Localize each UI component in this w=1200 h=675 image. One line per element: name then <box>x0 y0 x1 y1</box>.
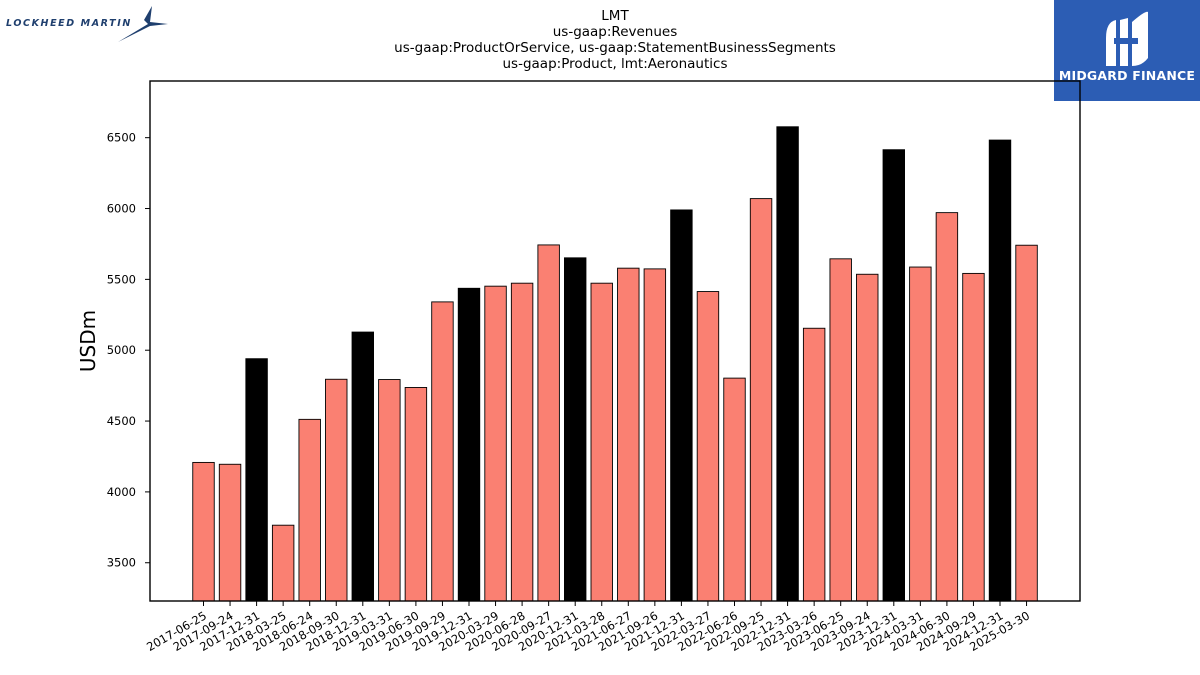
y-tick-label: 5000 <box>107 343 136 357</box>
bar-2021-06-27 <box>617 267 640 602</box>
bar-2018-03-25 <box>271 524 295 602</box>
y-tick-label: 4500 <box>107 414 136 428</box>
bar-2017-09-24 <box>218 463 242 602</box>
star-icon <box>118 6 168 42</box>
bar-2023-12-31 <box>882 149 905 602</box>
bar-2019-06-30 <box>404 387 428 602</box>
bar-2024-09-29 <box>962 272 985 602</box>
midgard-finance-logo-text: MIDGARD FINANCE <box>1058 68 1196 83</box>
bar-2023-03-26 <box>802 327 826 602</box>
chart-title-line: LMT <box>601 8 629 24</box>
bar-2019-03-31 <box>378 379 401 602</box>
bar-2025-03-30 <box>1015 244 1038 602</box>
bar-2022-03-27 <box>696 291 720 602</box>
bar-2024-12-31 <box>988 139 1012 602</box>
chart-title-line: us-gaap:Revenues <box>553 24 678 40</box>
lockheed-martin-logo-text: LOCKHEED MARTIN <box>6 18 132 29</box>
chart-title-line: us-gaap:ProductOrService, us-gaap:Statem… <box>394 40 836 56</box>
y-axis-label: USDm <box>76 310 100 372</box>
bar-2020-06-28 <box>510 282 534 602</box>
bar-2017-12-31 <box>245 358 268 602</box>
bar-2022-12-31 <box>776 126 799 602</box>
plot-frame <box>149 80 1081 602</box>
y-tick-label: 3500 <box>107 556 136 570</box>
bar-2023-06-25 <box>829 258 852 602</box>
bar-2018-06-24 <box>298 418 321 602</box>
bars <box>192 126 1038 602</box>
bar-2019-09-29 <box>431 301 454 602</box>
bar-2024-06-30 <box>935 212 959 602</box>
chart-title-line: us-gaap:Product, lmt:Aeronautics <box>503 56 728 72</box>
bar-2022-06-26 <box>723 377 746 602</box>
y-tick-label: 6000 <box>107 202 136 216</box>
bar-2018-09-30 <box>325 378 348 602</box>
y-axis: 3500 4000 4500 5000 5500 6000 6500 <box>107 131 150 570</box>
y-tick-label: 5500 <box>107 272 136 286</box>
bar-2022-09-25 <box>749 198 773 602</box>
lockheed-martin-logo: LOCKHEED MARTIN <box>4 4 174 44</box>
bar-2021-12-31 <box>670 209 693 602</box>
bar-2024-03-31 <box>909 266 932 602</box>
bar-2017-06-25 <box>192 461 215 602</box>
bar-2020-12-31 <box>564 257 587 602</box>
bar-2021-09-26 <box>643 268 667 602</box>
bar-2019-12-31 <box>457 287 481 602</box>
bar-2021-03-28 <box>590 282 613 602</box>
y-tick-label: 4000 <box>107 485 136 499</box>
x-axis: 2017-06-252017-09-242017-12-312018-03-25… <box>144 601 1032 654</box>
y-tick-label: 6500 <box>107 131 136 145</box>
bar-2018-12-31 <box>351 331 374 602</box>
midgard-finance-logo: MIDGARD FINANCE <box>1054 0 1200 101</box>
bar-2020-03-29 <box>484 285 507 602</box>
chart-title: LMTus-gaap:Revenuesus-gaap:ProductOrServ… <box>394 8 836 72</box>
bar-2020-09-27 <box>537 244 560 602</box>
bar-2023-09-24 <box>856 273 879 602</box>
midgard-emblem-icon <box>1106 11 1148 66</box>
